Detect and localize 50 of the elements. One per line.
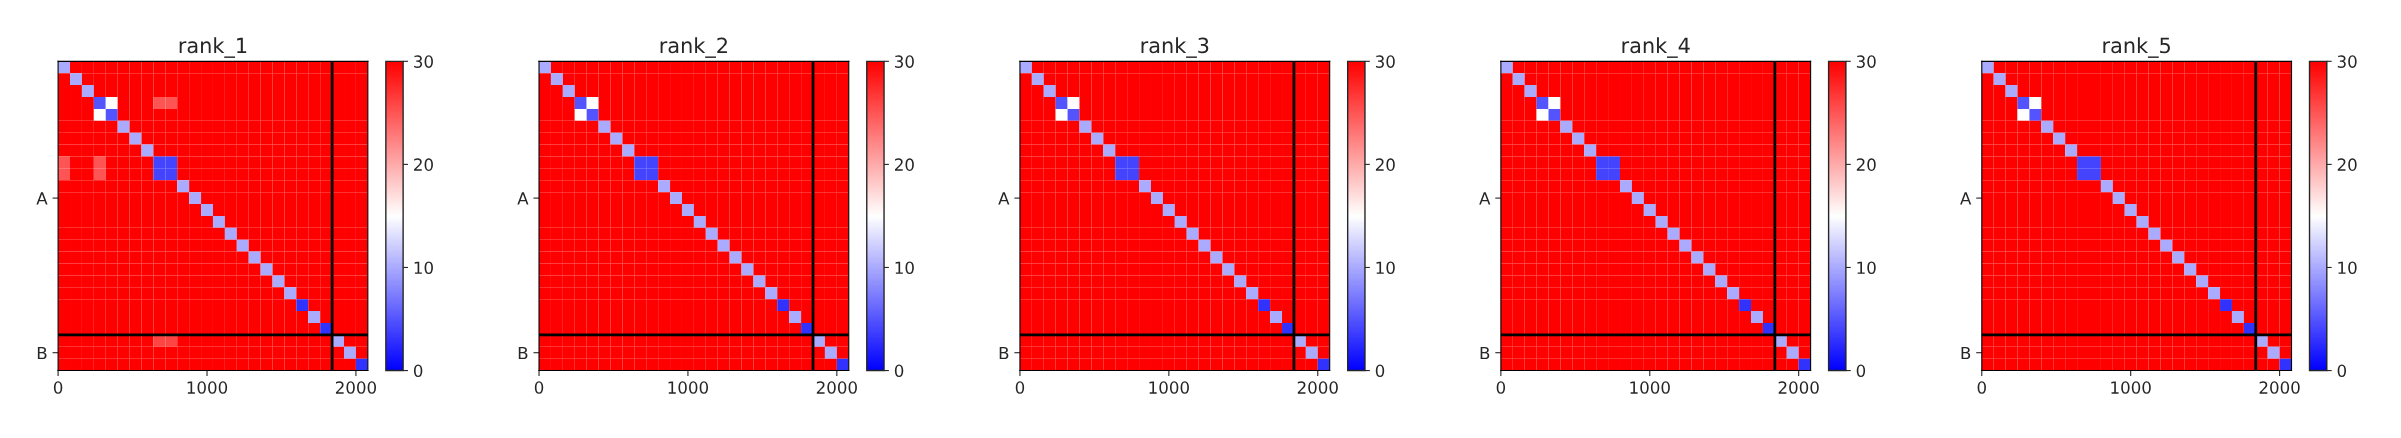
x-tick-label: 1000 (1630, 381, 1670, 394)
chart-title: rank_5 (2103, 37, 2170, 58)
x-tick-label: 1000 (187, 381, 228, 394)
color-bar-label: 30 (1856, 55, 1876, 68)
color-bar-label: 30 (895, 55, 914, 68)
x-tick-label: 1000 (668, 381, 709, 394)
color-bar-label: 0 (1856, 364, 1866, 378)
y-tick-label: A (1479, 192, 1491, 205)
color-bar-label: 20 (894, 158, 914, 171)
chart-title: rank_2 (660, 37, 727, 58)
color-bar-label: 0 (1375, 364, 1385, 378)
color-bar-label: 10 (1857, 261, 1876, 275)
y-tick-label: B (1961, 346, 1971, 360)
x-tick-label: 0 (534, 381, 544, 394)
color-bar-label: 10 (895, 261, 914, 275)
x-tick-label: 0 (1977, 381, 1986, 394)
chart-title: rank_1 (179, 37, 247, 58)
y-tick-label: B (1480, 346, 1490, 360)
chart-title: rank_3 (1141, 37, 1209, 58)
color-bar-label: 20 (1375, 158, 1395, 171)
chart-title: rank_4 (1622, 37, 1690, 58)
y-tick-label: A (998, 192, 1010, 205)
x-tick-label: 2000 (2259, 381, 2300, 394)
y-tick-label: A (36, 192, 48, 205)
color-bar-label: 20 (414, 158, 433, 171)
x-tick-label: 0 (53, 381, 63, 394)
color-bar-label: 10 (414, 261, 433, 275)
y-tick-label: B (37, 346, 47, 360)
color-bar-label: 0 (2337, 364, 2347, 378)
color-bar-label: 20 (1856, 158, 1876, 171)
color-bar-label: 0 (894, 364, 904, 378)
color-bar-label: 30 (1375, 55, 1395, 68)
x-tick-label: 2000 (816, 381, 857, 394)
x-tick-label: 1000 (2111, 381, 2151, 394)
x-tick-label: 2000 (1297, 381, 1338, 394)
color-bar-label: 30 (2337, 55, 2357, 68)
color-bar-label: 30 (414, 55, 433, 68)
color-bar-label: 20 (2337, 158, 2357, 171)
y-tick-label: A (1960, 192, 1972, 205)
color-bar-label: 10 (1376, 261, 1395, 275)
y-tick-label: A (517, 192, 529, 205)
x-tick-label: 2000 (335, 381, 377, 394)
x-tick-label: 0 (1496, 381, 1506, 394)
x-tick-label: 2000 (1778, 381, 1819, 394)
y-tick-label: B (999, 346, 1009, 360)
y-tick-label: B (518, 346, 528, 360)
x-tick-label: 1000 (1149, 381, 1189, 394)
x-tick-label: 0 (1015, 381, 1025, 394)
color-bar-label: 10 (2338, 261, 2357, 275)
color-bar-label: 0 (413, 364, 423, 378)
